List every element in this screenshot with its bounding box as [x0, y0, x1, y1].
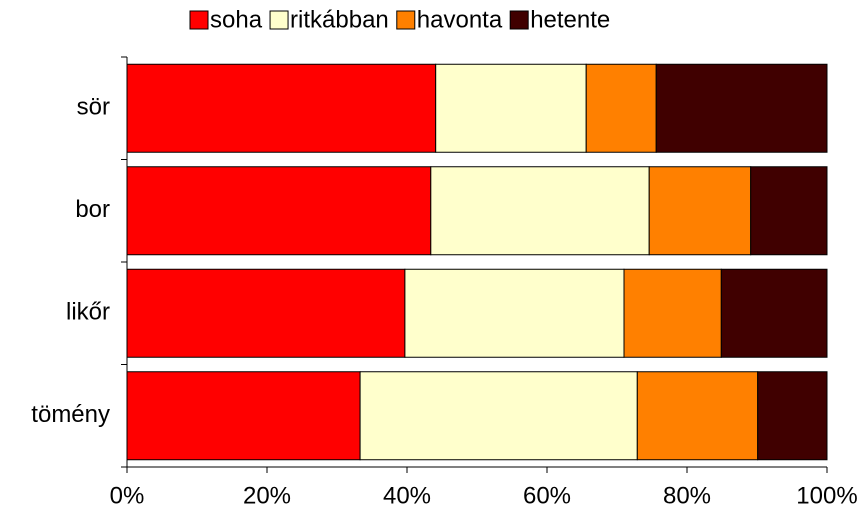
y-tick-label: likőr	[66, 299, 110, 326]
x-tick-label: 20%	[243, 482, 291, 509]
bar-segment	[655, 63, 828, 153]
bar-segment	[359, 371, 638, 461]
legend-swatch	[509, 10, 529, 30]
bar-segment	[720, 268, 828, 358]
x-tick-label: 100%	[796, 482, 857, 509]
bar-segment	[623, 268, 722, 358]
x-tick-label: 40%	[383, 482, 431, 509]
bar-segment	[750, 166, 828, 256]
legend-label: ritkábban	[290, 6, 389, 33]
x-tick-label: 60%	[523, 482, 571, 509]
y-tick-label: bor	[75, 196, 110, 223]
legend-swatch	[396, 10, 416, 30]
bar-segment	[126, 371, 361, 461]
legend-swatch	[269, 10, 289, 30]
bar-segment	[757, 371, 828, 461]
legend-label: havonta	[417, 6, 503, 33]
bar-segment	[126, 166, 432, 256]
x-tick-label: 80%	[663, 482, 711, 509]
bar-segment	[435, 63, 587, 153]
bar-segment	[648, 166, 752, 256]
bar-segment	[404, 268, 625, 358]
y-tick-label: sör	[77, 94, 110, 121]
y-tick-label: tömény	[31, 401, 110, 428]
bar-segment	[430, 166, 650, 256]
bar-segment	[585, 63, 657, 153]
x-tick-label: 0%	[110, 482, 145, 509]
legend-label: hetente	[530, 6, 610, 33]
legend-label: soha	[210, 6, 263, 33]
legend-swatch	[189, 10, 209, 30]
bar-segment	[636, 371, 759, 461]
bar-segment	[126, 63, 437, 153]
bar-segment	[126, 268, 406, 358]
